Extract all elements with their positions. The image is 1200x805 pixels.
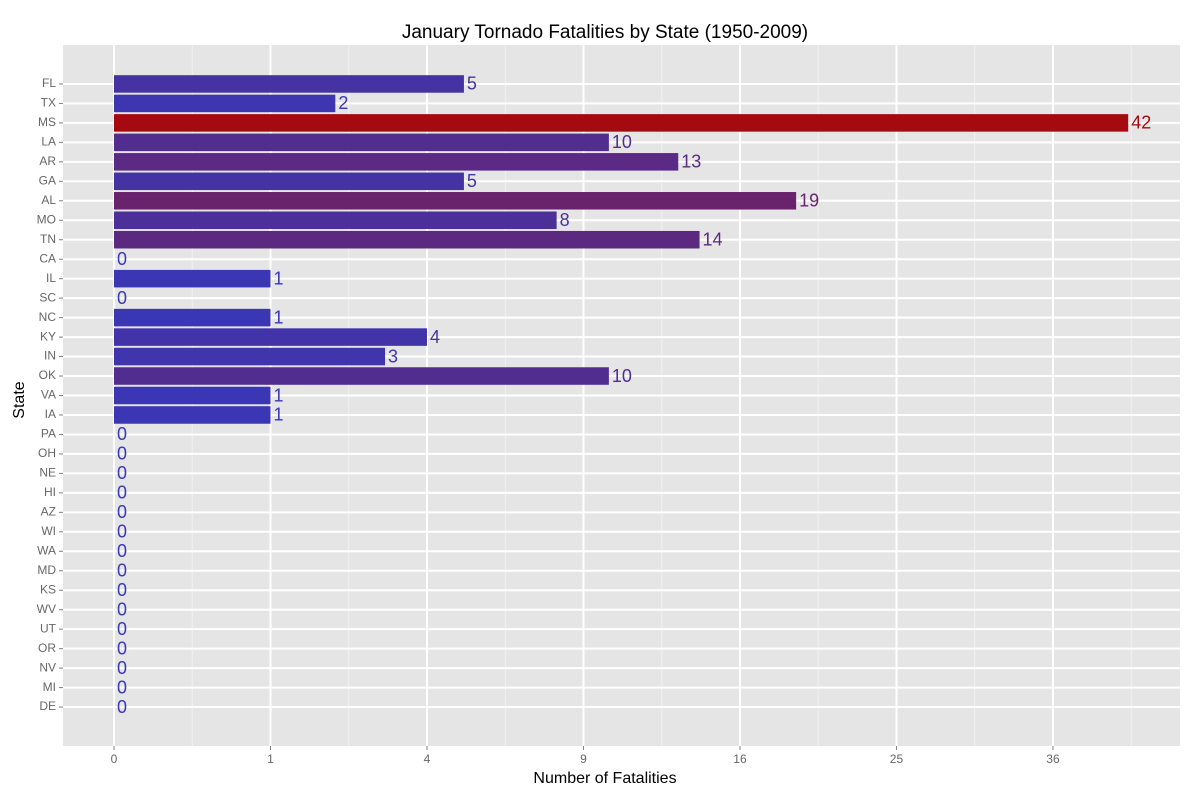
- value-label: 10: [612, 366, 632, 386]
- bar: [114, 406, 271, 424]
- y-tick-label: IA: [45, 407, 56, 421]
- bar: [114, 114, 1129, 132]
- value-label: 8: [560, 210, 570, 230]
- y-tick-label: IL: [46, 271, 56, 285]
- bar: [114, 94, 336, 113]
- x-tick-label: 1: [267, 752, 274, 766]
- y-axis-label: State: [11, 381, 28, 418]
- value-label: 0: [117, 444, 127, 464]
- y-tick-label: PA: [41, 427, 56, 441]
- bar: [114, 386, 271, 405]
- y-tick-label: WV: [37, 602, 56, 616]
- x-tick-label: 9: [580, 752, 587, 766]
- value-label: 0: [117, 249, 127, 269]
- y-tick-label: MD: [37, 563, 56, 577]
- bar: [114, 153, 679, 171]
- y-tick-label: MS: [38, 115, 56, 129]
- y-tick-label: WA: [37, 543, 56, 557]
- chart-title: January Tornado Fatalities by State (195…: [402, 22, 808, 43]
- y-tick-label: AZ: [41, 505, 56, 519]
- y-tick-label: GA: [39, 173, 56, 187]
- value-label: 0: [117, 561, 127, 581]
- value-label: 10: [612, 132, 632, 152]
- value-label: 1: [273, 385, 283, 405]
- value-label: 5: [467, 171, 477, 191]
- value-label: 0: [117, 619, 127, 639]
- value-label: 0: [117, 677, 127, 697]
- x-tick-label: 25: [890, 752, 904, 766]
- value-label: 0: [117, 541, 127, 561]
- y-tick-label: NE: [39, 466, 56, 480]
- value-label: 3: [388, 346, 398, 366]
- y-tick-label: DE: [39, 699, 56, 713]
- value-label: 13: [681, 152, 701, 172]
- value-label: 0: [117, 483, 127, 503]
- y-tick-label: KS: [40, 582, 56, 596]
- value-label: 0: [117, 463, 127, 483]
- x-tick-label: 36: [1046, 752, 1060, 766]
- bar: [114, 308, 271, 327]
- value-label: 0: [117, 288, 127, 308]
- x-axis-label: Number of Fatalities: [533, 770, 676, 787]
- x-tick-label: 16: [733, 752, 747, 766]
- y-tick-label: OK: [39, 368, 56, 382]
- value-label: 19: [799, 191, 819, 211]
- value-label: 0: [117, 424, 127, 444]
- bar: [114, 211, 557, 230]
- value-label: 0: [117, 502, 127, 522]
- value-label: 0: [117, 580, 127, 600]
- value-label: 1: [273, 268, 283, 288]
- value-label: 1: [273, 405, 283, 425]
- value-label: 2: [338, 93, 348, 113]
- bar: [114, 172, 464, 191]
- value-label: 0: [117, 638, 127, 658]
- y-tick-label: FL: [42, 76, 56, 90]
- y-tick-label: CA: [39, 251, 56, 265]
- y-tick-label: HI: [44, 485, 56, 499]
- y-tick-label: WI: [41, 524, 56, 538]
- value-label: 0: [117, 599, 127, 619]
- y-tick-label: NV: [39, 660, 56, 674]
- y-tick-label: MO: [37, 212, 56, 226]
- bar: [114, 230, 700, 249]
- bar: [114, 269, 271, 288]
- y-tick-label: LA: [41, 135, 56, 149]
- value-label: 42: [1131, 113, 1151, 133]
- x-tick-label: 0: [111, 752, 118, 766]
- bar: [114, 328, 427, 346]
- value-label: 1: [273, 307, 283, 327]
- bar: [114, 133, 609, 152]
- value-label: 0: [117, 697, 127, 717]
- y-tick-label: TX: [41, 96, 56, 110]
- value-label: 5: [467, 74, 477, 94]
- y-tick-label: OH: [38, 446, 56, 460]
- y-tick-label: AL: [41, 193, 56, 207]
- y-tick-label: AR: [39, 154, 56, 168]
- y-tick-label: VA: [41, 388, 56, 402]
- value-label: 0: [117, 522, 127, 542]
- bar: [114, 192, 797, 210]
- y-tick-label: TN: [40, 232, 56, 246]
- y-tick-label: OR: [38, 641, 56, 655]
- y-tick-label: SC: [39, 290, 56, 304]
- bar: [114, 75, 464, 93]
- x-tick-label: 4: [424, 752, 431, 766]
- value-label: 0: [117, 658, 127, 678]
- y-tick-label: UT: [40, 621, 57, 635]
- value-label: 14: [703, 229, 723, 249]
- y-tick-label: MI: [43, 680, 56, 694]
- bar: [114, 347, 386, 366]
- bar: [114, 367, 609, 385]
- y-tick-label: IN: [44, 349, 56, 363]
- value-label: 4: [430, 327, 440, 347]
- y-tick-label: KY: [40, 329, 56, 343]
- y-tick-label: NC: [39, 310, 57, 324]
